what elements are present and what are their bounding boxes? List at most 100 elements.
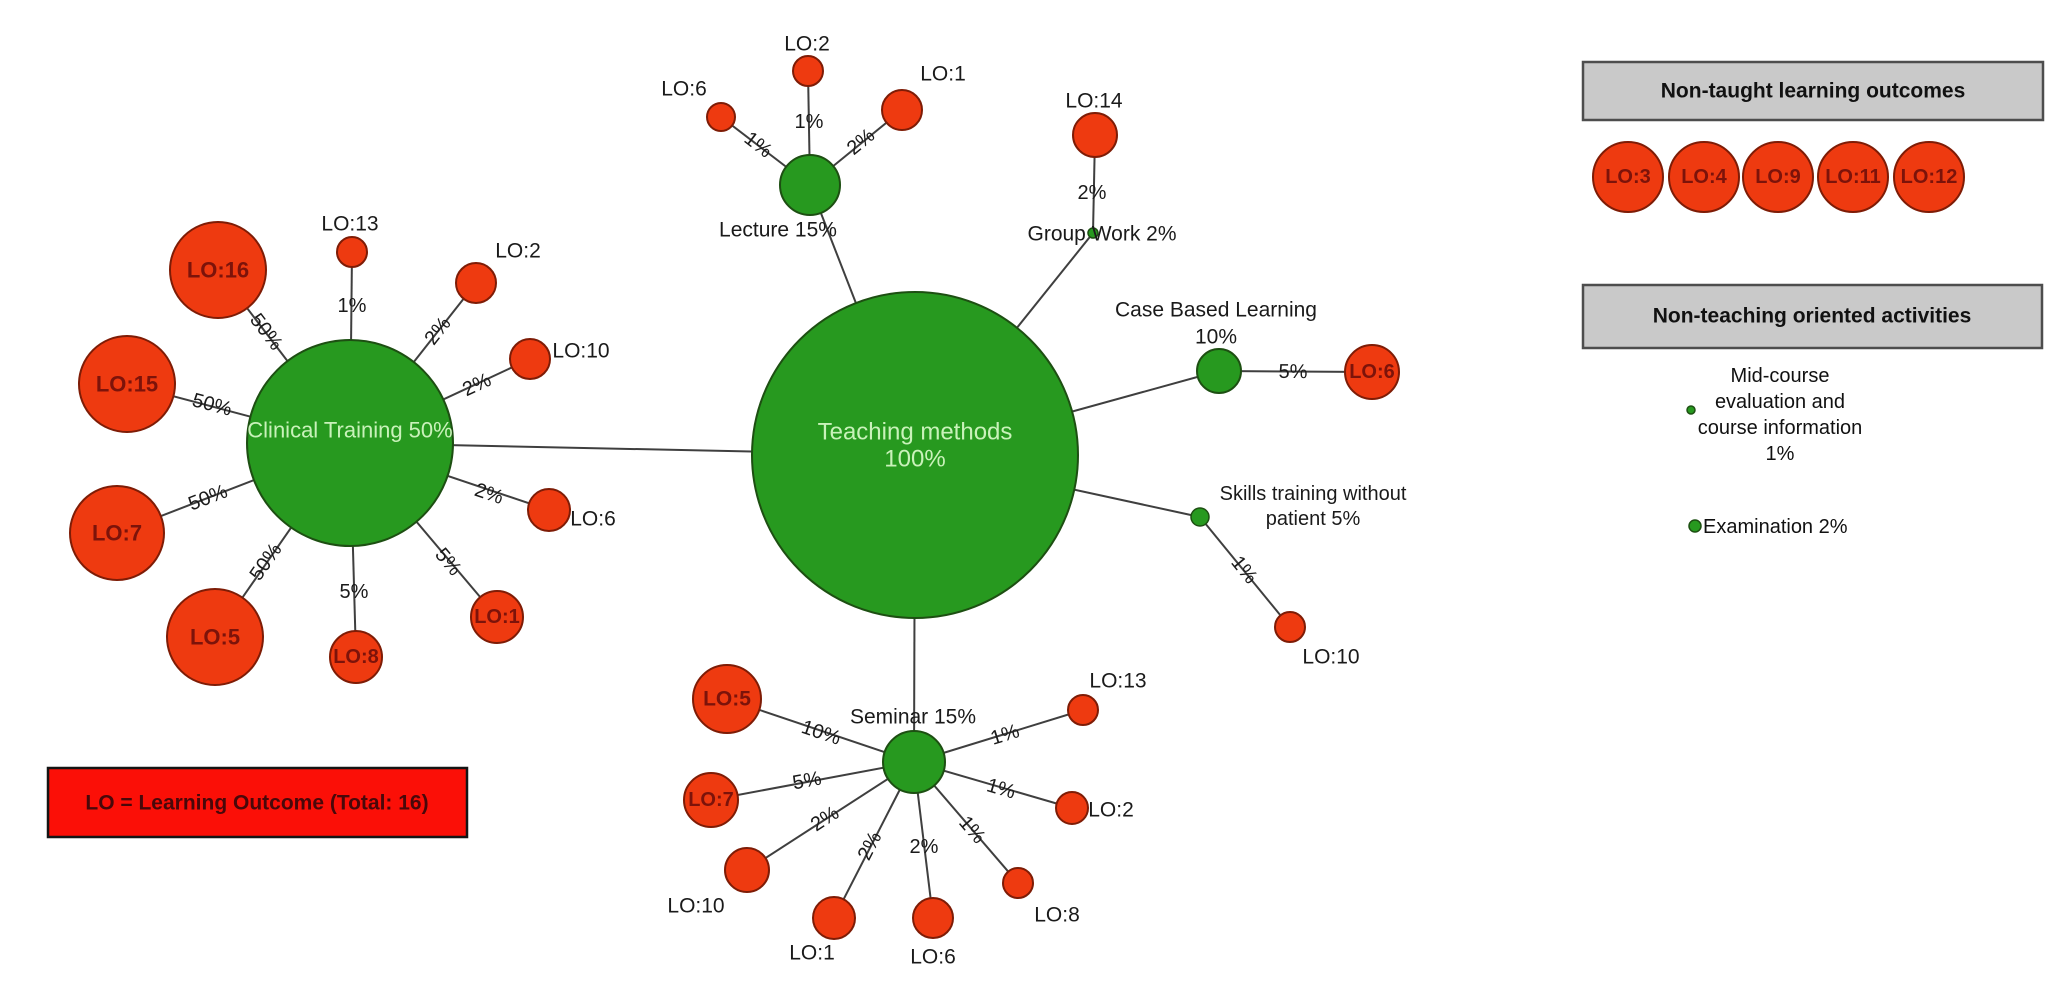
non-taught-header-box	[1581, 60, 2045, 122]
node-lec	[779, 154, 841, 216]
edge-ct-ct_lo7-pct-label: 50%	[185, 480, 230, 515]
cbl-label-1: 10%	[1195, 326, 1237, 349]
sem_lo13-label-0: LO:13	[1089, 670, 1146, 693]
activity-0-line-1: evaluation and	[1715, 391, 1845, 413]
edge-sem-sem_lo10-pct-label: 2%	[807, 802, 843, 836]
edge-lo14-gw-pct-label: 2%	[1078, 182, 1107, 204]
node-ct_lo13	[336, 236, 368, 268]
activity-dot-1	[1688, 519, 1702, 533]
lo14-label-0: LO:14	[1065, 90, 1123, 113]
ct-label-0: Clinical Training 50%	[247, 418, 452, 443]
sem_lo5-label-0: LO:5	[703, 688, 751, 711]
edge-sem-sem_lo6-pct-label: 2%	[910, 836, 939, 858]
ct_lo6-label-0: LO:6	[570, 508, 616, 531]
cbl_lo6-label-0: LO:6	[1349, 361, 1395, 383]
edge-ct-ct_lo16-pct-label: 50%	[245, 309, 287, 354]
lec_lo1-label-0: LO:1	[920, 63, 966, 86]
edge-ct-ct_lo10-pct-label: 2%	[459, 369, 495, 401]
non-teaching-header-box	[1581, 283, 2044, 350]
lec-label-0: Lecture 15%	[719, 219, 837, 242]
cbl-label-0: Case Based Learning	[1115, 299, 1317, 322]
sk-label-0: Skills training without	[1220, 483, 1407, 505]
panel-items-layer: LO:3 LO:4 LO:9 LO:11 LO:12 Mid-course evaluati…	[1592, 141, 1965, 538]
node-sem_lo5	[692, 664, 762, 734]
edge-ct-ct_lo6-pct-label: 2%	[472, 479, 507, 509]
non-taught-circle-LO:9	[1742, 141, 1814, 213]
edge-sem-sem_lo5-pct-label: 10%	[799, 716, 844, 750]
sem_lo1-label-0: LO:1	[789, 942, 835, 965]
node-lec_lo1	[881, 89, 923, 131]
non-taught-label-4: LO:12	[1901, 166, 1958, 188]
non-taught-circle-LO:3	[1592, 141, 1664, 213]
node-sk	[1190, 507, 1210, 527]
non-taught-label-2: LO:9	[1755, 166, 1801, 188]
ct_lo7-label-0: LO:7	[92, 521, 142, 546]
ct_lo13-label-0: LO:13	[321, 213, 378, 236]
legend-label: LO = Learning Outcome (Total: 16)	[85, 792, 428, 815]
activity-dot-0	[1686, 405, 1696, 415]
edge-sem-sem_lo13-pct-label: 1%	[988, 720, 1022, 750]
node-tm	[751, 291, 1079, 619]
ct_lo10-label-0: LO:10	[552, 340, 609, 363]
node-lec_lo2	[792, 55, 824, 87]
ct_lo15-label-0: LO:15	[96, 372, 158, 397]
node-sem_lo8	[1002, 867, 1034, 899]
node-lo14	[1072, 112, 1118, 158]
edge-ct-ct_lo8-pct-label: 5%	[340, 581, 369, 603]
non-teaching-header-label: Non-teaching oriented activities	[1653, 305, 1972, 328]
sem_lo2-label-0: LO:2	[1088, 799, 1134, 822]
ct_lo2-label-0: LO:2	[495, 240, 541, 263]
edge-sk-sk_lo10	[1199, 516, 1291, 628]
edge-sem-sem_lo10	[746, 761, 915, 871]
node-ct_lo6	[527, 488, 571, 532]
sem_lo10-label-0: LO:10	[667, 895, 724, 918]
node-sem_lo13	[1067, 694, 1099, 726]
node-lec_lo6	[706, 102, 736, 132]
node-ct_lo1	[470, 590, 524, 644]
lec_lo6-label-0: LO:6	[661, 78, 707, 101]
sem_lo6-label-0: LO:6	[910, 946, 956, 969]
sk_lo10-label-0: LO:10	[1302, 646, 1359, 669]
edge-sem-sem_lo7	[710, 761, 915, 801]
activity-0-line-0: Mid-course	[1731, 365, 1830, 387]
activity-0-line-3: 1%	[1766, 443, 1795, 465]
non-taught-label-0: LO:3	[1605, 166, 1651, 188]
panel-non-teaching: Non-teaching oriented activities	[1581, 283, 2044, 350]
node-ct_lo16	[169, 221, 267, 319]
node-ct_lo2	[455, 262, 497, 304]
non-taught-circle-LO:4	[1668, 141, 1740, 213]
node-ct_lo10	[509, 338, 551, 380]
edge-sem-sem_lo7-pct-label: 5%	[791, 767, 824, 794]
node-gw	[1087, 227, 1099, 239]
node-sem_lo1	[812, 896, 856, 940]
node-sem_lo10	[724, 847, 770, 893]
lec_lo2-label-0: LO:2	[784, 33, 830, 56]
non-taught-label-1: LO:4	[1681, 166, 1727, 188]
ct_lo1-label-0: LO:1	[474, 606, 520, 628]
node-ct	[246, 339, 454, 547]
edge-ct-ct_lo2-pct-label: 2%	[420, 313, 455, 349]
ct_lo16-label-0: LO:16	[187, 258, 249, 283]
node-cbl	[1196, 348, 1242, 394]
edge-sem-sem_lo2-pct-label: 1%	[984, 774, 1018, 803]
node-sem_lo7	[683, 772, 739, 828]
non-taught-header-label: Non-taught learning outcomes	[1661, 80, 1966, 103]
edge-sem-sem_lo1-pct-label: 2%	[854, 828, 887, 864]
node-sem	[882, 730, 946, 794]
activity-1-line-0: Examination 2%	[1703, 516, 1848, 538]
node-sk_lo10	[1274, 611, 1306, 643]
ct_lo8-label-0: LO:8	[333, 646, 379, 668]
sem_lo8-label-0: LO:8	[1034, 904, 1080, 927]
node-ct_lo8	[329, 630, 383, 684]
tm-label-1: 100%	[884, 446, 945, 473]
node-ct_lo15	[78, 335, 176, 433]
edge-lec-lec_lo6-pct-label: 1%	[740, 127, 776, 162]
panel-non-taught: Non-taught learning outcomes	[1581, 60, 2045, 122]
non-taught-circle-LO:11	[1817, 141, 1889, 213]
node-ct_lo7	[69, 485, 165, 581]
edge-ct-ct_lo5-pct-label: 50%	[246, 539, 287, 585]
non-taught-circle-LO:12	[1893, 141, 1965, 213]
edge-lec-lec_lo2-pct-label: 1%	[795, 111, 824, 133]
